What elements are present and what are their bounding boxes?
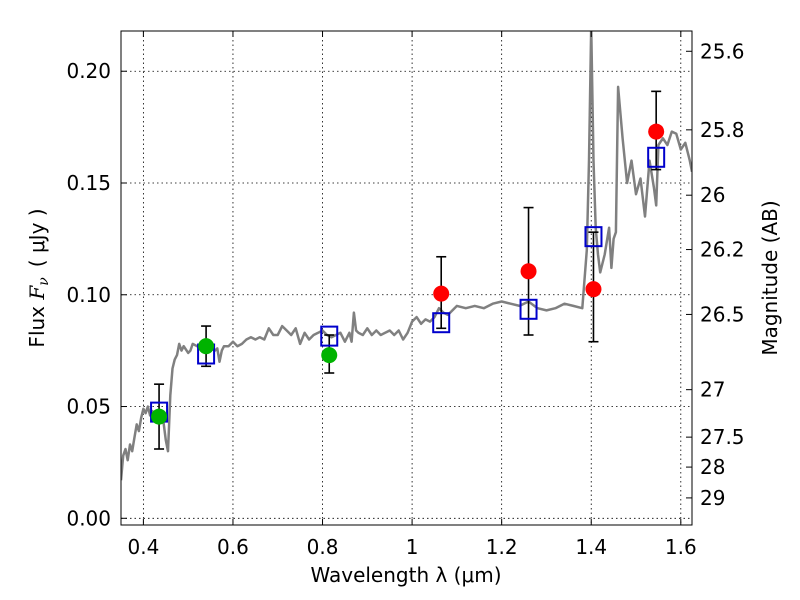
mag-tick-label: 26.2	[700, 238, 745, 262]
y-tick-label: 0.20	[66, 59, 111, 83]
observed-point	[433, 285, 450, 302]
model-square	[584, 226, 603, 248]
mag-tick-label: 26.5	[700, 302, 745, 326]
plot-frame	[120, 30, 693, 526]
x-tick-label: 0.4	[127, 535, 159, 559]
x-tick-label: 1.4	[575, 535, 607, 559]
y-tick-label: 0.10	[66, 283, 111, 307]
model-square	[519, 298, 538, 320]
mag-tick-label: 25.6	[700, 39, 745, 63]
grid	[121, 31, 692, 525]
x-tick-label: 0.8	[307, 535, 339, 559]
model-square	[647, 146, 666, 168]
observed-points	[151, 123, 665, 425]
mag-tick-label: 27.5	[700, 425, 745, 449]
mag-tick-label: 25.8	[700, 118, 745, 142]
observed-point	[151, 408, 168, 425]
y-axis-label-subscript: ν	[36, 277, 52, 286]
y-axis-label-units: ( μJy )	[25, 208, 49, 267]
model-square	[432, 312, 451, 334]
x-tick-label: 0.6	[217, 535, 249, 559]
x-tick-label: 1	[406, 535, 419, 559]
mag-tick-label: 27	[700, 378, 725, 402]
x-tick-label: 1.2	[486, 535, 518, 559]
observed-point	[198, 338, 215, 355]
y-axis-label: Flux Fν ( μJy )	[25, 208, 52, 347]
y-tick-label: 0.00	[66, 506, 111, 530]
model-square	[320, 325, 339, 347]
y-tick-label: 0.15	[66, 171, 111, 195]
spectrum-layer	[121, 31, 692, 481]
y-axis-label-symbol: F	[25, 285, 49, 301]
observed-point	[321, 347, 338, 364]
observed-point	[648, 123, 665, 140]
right-axis-label: Magnitude (AB)	[758, 200, 782, 355]
y-tick-label: 0.05	[66, 395, 111, 419]
mag-tick-label: 28	[700, 455, 725, 479]
model-points	[150, 146, 666, 423]
y-axis-label-prefix: Flux	[25, 300, 49, 348]
mag-tick-label: 26	[700, 183, 725, 207]
observed-point	[520, 263, 537, 280]
spectrum-line	[121, 31, 692, 481]
ticks: 0.4 0.6 0.8 1 1.2 1.4 1.6 0.00 0.05 0.10 0.15 0.20 2…	[66, 31, 745, 559]
mag-tick-label: 29	[700, 486, 725, 510]
x-axis-label: Wavelength λ (μm)	[310, 563, 501, 587]
observed-point	[585, 281, 602, 298]
x-tick-label: 1.6	[665, 535, 697, 559]
